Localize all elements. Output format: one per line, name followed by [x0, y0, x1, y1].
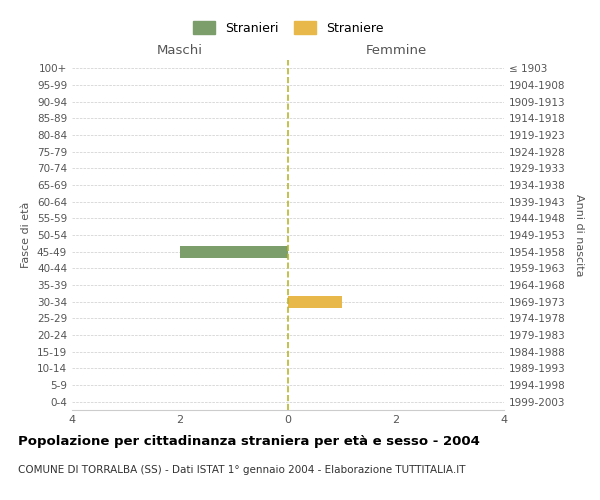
Text: COMUNE DI TORRALBA (SS) - Dati ISTAT 1° gennaio 2004 - Elaborazione TUTTITALIA.I: COMUNE DI TORRALBA (SS) - Dati ISTAT 1° …: [18, 465, 466, 475]
Text: Popolazione per cittadinanza straniera per età e sesso - 2004: Popolazione per cittadinanza straniera p…: [18, 435, 480, 448]
Text: Maschi: Maschi: [157, 44, 203, 57]
Legend: Stranieri, Straniere: Stranieri, Straniere: [189, 18, 387, 38]
Text: Femmine: Femmine: [365, 44, 427, 57]
Bar: [288, 296, 342, 308]
Bar: [180, 246, 288, 258]
Y-axis label: Anni di nascita: Anni di nascita: [574, 194, 584, 276]
Y-axis label: Fasce di età: Fasce di età: [22, 202, 31, 268]
